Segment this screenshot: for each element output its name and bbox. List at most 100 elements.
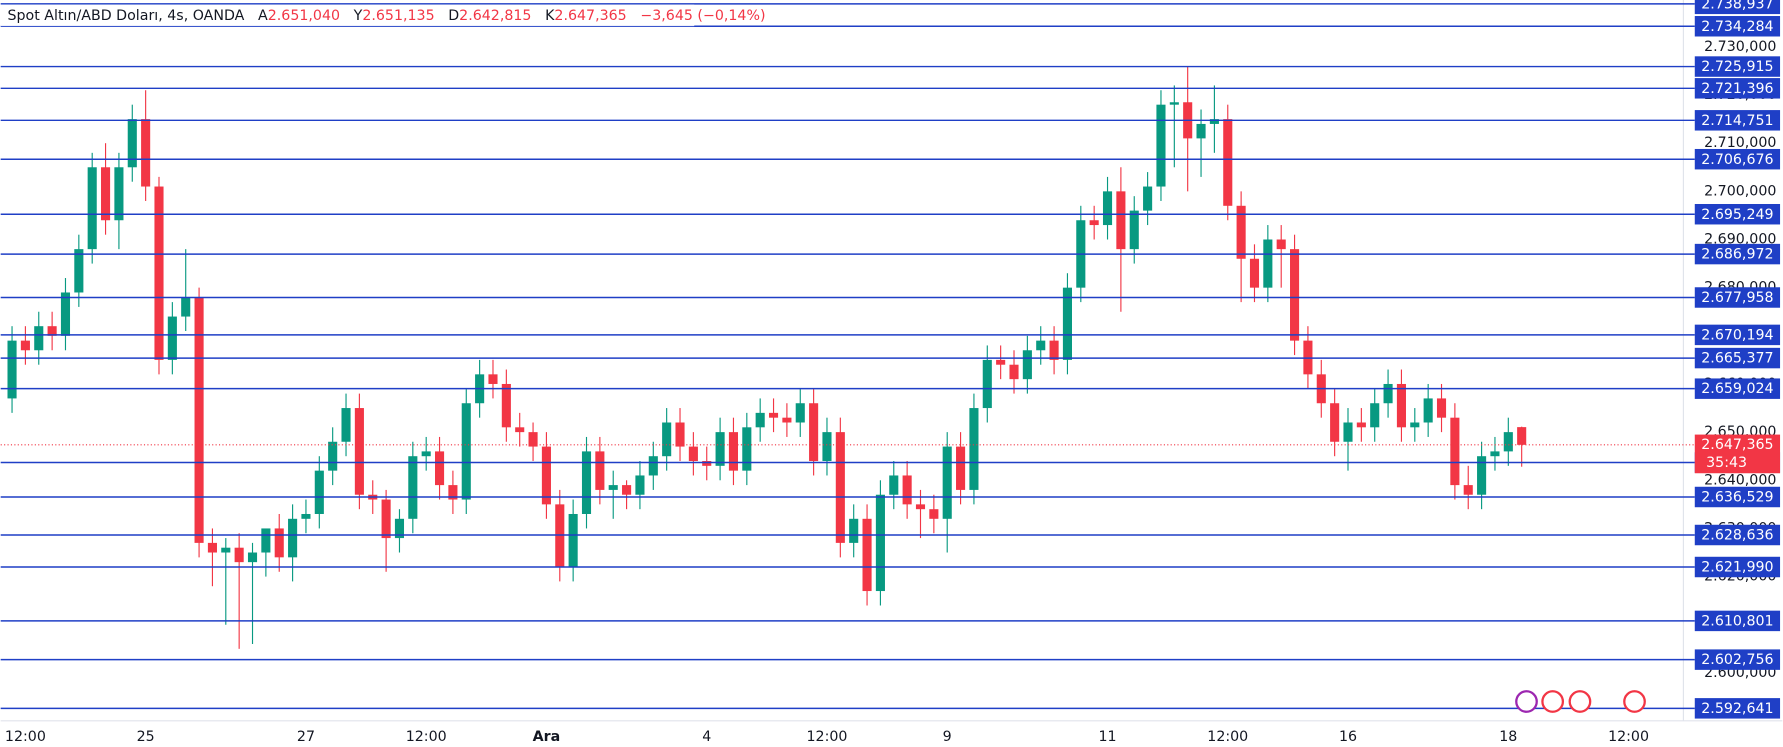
- candle-body: [461, 403, 471, 500]
- value: 2.642,815: [459, 8, 531, 24]
- candle-body: [1290, 249, 1300, 341]
- event-icon[interactable]: [1515, 690, 1538, 713]
- candle-body: [568, 513, 578, 567]
- candle-body: [875, 494, 885, 592]
- event-icon[interactable]: [1541, 690, 1565, 713]
- candle-body: [515, 427, 525, 433]
- x-tick-label: 16: [1339, 729, 1357, 745]
- x-tick-label: 11: [1098, 729, 1116, 745]
- candle-body: [1129, 210, 1139, 250]
- level-box: [1694, 524, 1781, 546]
- legend-text: Spot Altın/ABD Doları, 4s, OANDA A2.651,…: [7, 8, 765, 24]
- candle-body: [1450, 417, 1460, 486]
- candle-body: [74, 249, 84, 293]
- candle-body: [1236, 205, 1246, 259]
- candle-body: [595, 451, 605, 490]
- candle-body: [341, 408, 351, 442]
- x-tick-label: 12:00: [807, 729, 848, 745]
- candle-body: [221, 547, 231, 553]
- x-tick-label: Ara: [533, 729, 561, 745]
- candle-body: [675, 422, 685, 447]
- candle-body: [1223, 119, 1233, 206]
- candle-body: [154, 186, 164, 360]
- level-label: 2.734,284: [1701, 19, 1773, 35]
- candle-body: [728, 432, 739, 471]
- level-box: [1694, 243, 1781, 265]
- label: D: [448, 8, 459, 24]
- level-label: 2.695,249: [1701, 207, 1773, 223]
- y-tick-label: 2.730,000: [1704, 39, 1776, 55]
- candle-body: [207, 542, 217, 553]
- level-label: 2.610,801: [1701, 613, 1773, 629]
- candle-body: [1410, 422, 1420, 428]
- level-box: [1694, 698, 1781, 719]
- candle-body: [929, 509, 939, 519]
- countdown: 35:43: [1706, 455, 1747, 471]
- x-tick-label: 25: [137, 729, 155, 745]
- candle-body: [528, 432, 538, 447]
- level-label: 2.686,972: [1701, 247, 1773, 263]
- candle-body: [1022, 350, 1032, 380]
- candle-body: [141, 119, 151, 187]
- level-label: 2.621,990: [1701, 560, 1773, 576]
- candle-body: [87, 167, 97, 250]
- level-box: [1694, 56, 1781, 77]
- label: Y: [353, 8, 363, 24]
- level-box: [1694, 0, 1781, 15]
- candle-body: [702, 461, 712, 466]
- level-label: 2.636,529: [1701, 490, 1773, 506]
- candle-body: [1102, 191, 1113, 226]
- candle-body: [768, 412, 779, 418]
- candle-body: [1196, 123, 1206, 139]
- y-tick-label: 2.640,000: [1704, 472, 1776, 488]
- x-tick-label: 18: [1499, 729, 1517, 745]
- x-tick-label: 27: [297, 729, 315, 745]
- candle-body: [1156, 104, 1166, 187]
- candle-body: [381, 499, 391, 539]
- candle-body: [34, 326, 44, 351]
- candle-body: [622, 485, 632, 495]
- x-tick-label: 12:00: [1207, 729, 1248, 745]
- candle-body: [902, 475, 912, 505]
- candle-body: [1169, 102, 1179, 105]
- candle-body: [408, 456, 418, 519]
- symbol: Spot Altın/ABD Doları, 4s, OANDA: [7, 8, 244, 24]
- candle-body: [127, 119, 137, 168]
- candle-body: [488, 374, 498, 384]
- level-box: [1694, 347, 1781, 369]
- candle-body: [1249, 258, 1260, 288]
- candle-body: [114, 167, 124, 221]
- candle-body: [501, 383, 511, 428]
- candle-body: [982, 359, 992, 409]
- event-icon[interactable]: [1568, 690, 1592, 713]
- candle-body: [421, 451, 431, 457]
- candle-body: [996, 359, 1006, 365]
- level-box: [1694, 486, 1781, 508]
- price-axis: 2.600,0002.610,0002.620,0002.630,0002.64…: [5, 0, 1781, 745]
- y-tick-label: 2.700,000: [1704, 183, 1776, 199]
- legend-bg: [0, 4, 695, 27]
- candle-body: [181, 297, 191, 317]
- candle-body: [822, 432, 832, 462]
- level-label: 2.592,641: [1701, 701, 1773, 717]
- level-label: 2.665,377: [1701, 351, 1773, 367]
- level-box: [1694, 287, 1781, 308]
- candle-body: [715, 432, 725, 466]
- y-tick-label: 2.710,000: [1704, 135, 1776, 151]
- level-label: 2.659,024: [1701, 381, 1773, 397]
- event-icons: [1515, 690, 1646, 713]
- candle-body: [1263, 239, 1273, 288]
- candle-body: [7, 340, 17, 399]
- event-icon[interactable]: [1623, 690, 1646, 713]
- candle-body: [1343, 422, 1353, 442]
- level-box: [1694, 649, 1781, 670]
- candle-body: [795, 403, 805, 423]
- candle-body: [662, 422, 672, 457]
- candle-body: [1370, 403, 1380, 428]
- candle-body: [755, 412, 765, 428]
- candle-body: [1049, 340, 1059, 360]
- level-box: [1694, 203, 1781, 225]
- candle-body: [1036, 340, 1046, 351]
